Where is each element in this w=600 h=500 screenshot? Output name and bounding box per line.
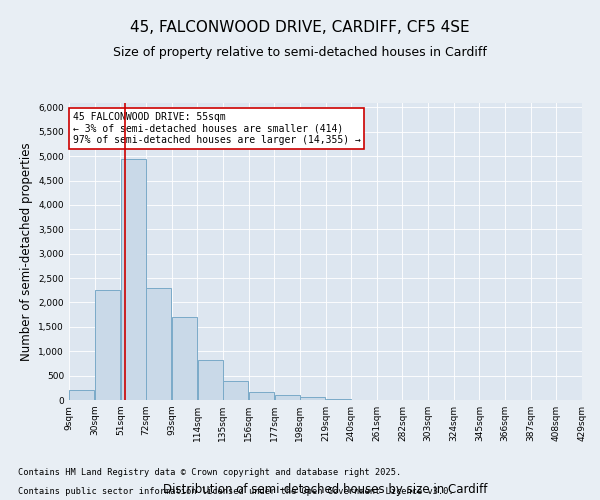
Bar [121, 158, 146, 400]
Text: Contains HM Land Registry data © Crown copyright and database right 2025.: Contains HM Land Registry data © Crown c… [18, 468, 401, 477]
Bar [326, 398, 351, 400]
Text: Size of property relative to semi-detached houses in Cardiff: Size of property relative to semi-detach… [113, 46, 487, 59]
Text: 45, FALCONWOOD DRIVE, CARDIFF, CF5 4SE: 45, FALCONWOOD DRIVE, CARDIFF, CF5 4SE [130, 20, 470, 35]
Text: 45 FALCONWOOD DRIVE: 55sqm
← 3% of semi-detached houses are smaller (414)
97% of: 45 FALCONWOOD DRIVE: 55sqm ← 3% of semi-… [73, 112, 361, 146]
Bar [249, 392, 274, 400]
Text: Contains public sector information licensed under the Open Government Licence v3: Contains public sector information licen… [18, 486, 454, 496]
Bar [275, 395, 299, 400]
Bar [146, 288, 171, 400]
Bar [95, 290, 120, 400]
Bar [172, 317, 197, 400]
X-axis label: Distribution of semi-detached houses by size in Cardiff: Distribution of semi-detached houses by … [163, 483, 488, 496]
Bar [223, 381, 248, 400]
Y-axis label: Number of semi-detached properties: Number of semi-detached properties [20, 142, 33, 360]
Bar [197, 360, 223, 400]
Bar [300, 397, 325, 400]
Bar [70, 390, 94, 400]
